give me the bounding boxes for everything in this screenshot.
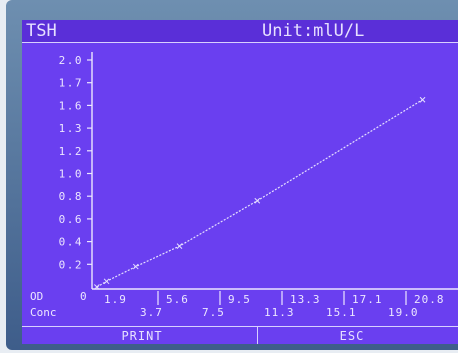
- print-button[interactable]: PRINT: [121, 329, 163, 343]
- x-tick-label: 1.9: [104, 293, 127, 306]
- y-tick-label: 2.0: [59, 54, 83, 67]
- conc-tick-label: 19.0: [388, 306, 419, 319]
- calibration-point: [94, 284, 100, 290]
- y-tick-label: 1.0: [59, 168, 83, 181]
- chart-svg: 2.0 1.7 1.6 1.3 1.2 1.0 0.8 0.6 0.4 0.2 OD 0 1.9 5.6 9…: [30, 52, 458, 319]
- y-tick-label: 1.7: [59, 77, 83, 90]
- test-name: TSH: [26, 21, 57, 41]
- esc-button[interactable]: ESC: [339, 329, 365, 343]
- y-tick-label: 1.3: [59, 122, 83, 135]
- lcd-screen: TSH Unit:mlU/L 2.0 1.7 1.6 1.3 1.2 1.0 0.8 0.6 0…: [22, 20, 458, 344]
- conc-tick-label: 11.3: [264, 306, 295, 319]
- y-tick-label: 1.6: [59, 99, 83, 112]
- y-tick-label: 0.8: [59, 190, 83, 203]
- calibration-curve: [96, 99, 423, 288]
- conc-tick-label: 7.5: [202, 306, 225, 319]
- title-bar: TSH Unit:mlU/L: [22, 20, 458, 43]
- calibration-point: [132, 263, 139, 270]
- calibration-point: [176, 243, 183, 249]
- y-tick-label: 0.6: [59, 213, 83, 226]
- y-tick-label: 0.4: [59, 236, 83, 249]
- calibration-point: [254, 197, 261, 204]
- unit-label: Unit:mlU/L: [262, 21, 365, 41]
- conc-tick-label: 3.7: [140, 306, 163, 319]
- x-tick-label: 13.3: [290, 293, 321, 306]
- y-tick-label: 1.2: [59, 145, 83, 158]
- calibration-chart: 2.0 1.7 1.6 1.3 1.2 1.0 0.8 0.6 0.4 0.2 OD 0 1.9 5.6 9…: [22, 42, 458, 319]
- conc-tick-label: 15.1: [326, 306, 357, 319]
- conc-label: Conc: [30, 306, 57, 319]
- softkey-divider: [257, 327, 258, 344]
- origin-label: 0: [80, 290, 87, 303]
- softkey-bar: PRINT ESC: [22, 326, 458, 344]
- x-tick-label: 17.1: [352, 293, 383, 306]
- x-tick-label: 20.8: [414, 293, 445, 306]
- y-tick-label: 0.2: [59, 258, 83, 271]
- x-tick-label: 9.5: [228, 293, 251, 306]
- calibration-point: [103, 278, 110, 285]
- y-axis-title: OD: [30, 290, 43, 303]
- x-tick-label: 5.6: [166, 293, 189, 306]
- calibration-point: [419, 96, 426, 103]
